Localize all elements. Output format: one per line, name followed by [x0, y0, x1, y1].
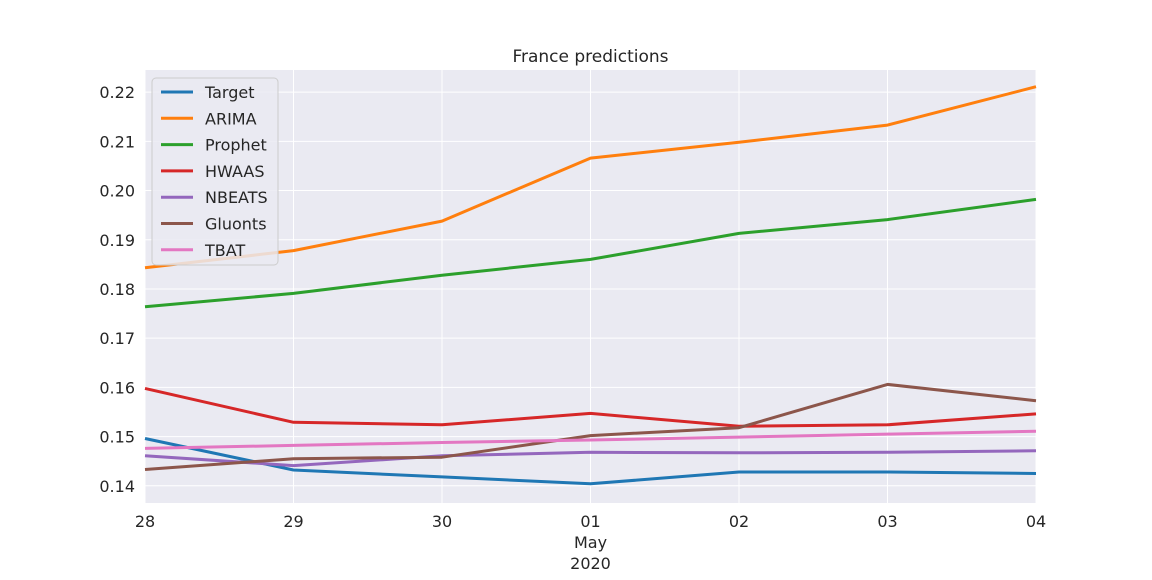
x-tick-label: 29	[283, 512, 303, 531]
y-tick-label: 0.19	[99, 231, 135, 250]
series-line-nbeats	[144, 449, 1037, 468]
y-tick-label: 0.20	[99, 182, 135, 201]
legend: Target ARIMA Prophet HWAAS NBEATS Gluonts TBAT	[151, 77, 279, 266]
series-line-hwaas	[144, 386, 1037, 428]
y-tick-label: 0.18	[99, 280, 135, 299]
x-tick-label: 04	[1026, 512, 1046, 531]
y-tick-label: 0.22	[99, 83, 135, 102]
series-line-prophet	[144, 197, 1037, 309]
series-line-gluonts	[144, 382, 1037, 471]
legend-label: Target	[204, 83, 255, 102]
y-tick-label: 0.14	[99, 477, 135, 496]
series-line-arima	[144, 85, 1037, 270]
series-line-target	[144, 437, 1037, 486]
legend-box	[151, 77, 279, 266]
legend-label: TBAT	[204, 241, 245, 260]
chart-title: France predictions	[512, 47, 668, 67]
x-tick-label: 28	[135, 512, 155, 531]
x-tick-label: 30	[432, 512, 452, 531]
x-sub-label: May	[574, 533, 607, 552]
legend-label: HWAAS	[205, 162, 264, 181]
x-tick-label: 02	[729, 512, 749, 531]
y-tick-label: 0.16	[99, 378, 135, 397]
legend-label: ARIMA	[205, 109, 257, 128]
legend-label: Gluonts	[205, 215, 267, 234]
x-sub-label: 2020	[570, 554, 611, 573]
y-tick-label: 0.17	[99, 329, 135, 348]
series-line-tbat	[144, 429, 1037, 450]
x-tick-label: 03	[877, 512, 897, 531]
y-tick-label: 0.15	[99, 428, 135, 447]
legend-label: NBEATS	[205, 188, 268, 207]
x-tick-label: 01	[580, 512, 600, 531]
y-tick-label: 0.21	[99, 132, 135, 151]
legend-label: Prophet	[205, 136, 267, 155]
